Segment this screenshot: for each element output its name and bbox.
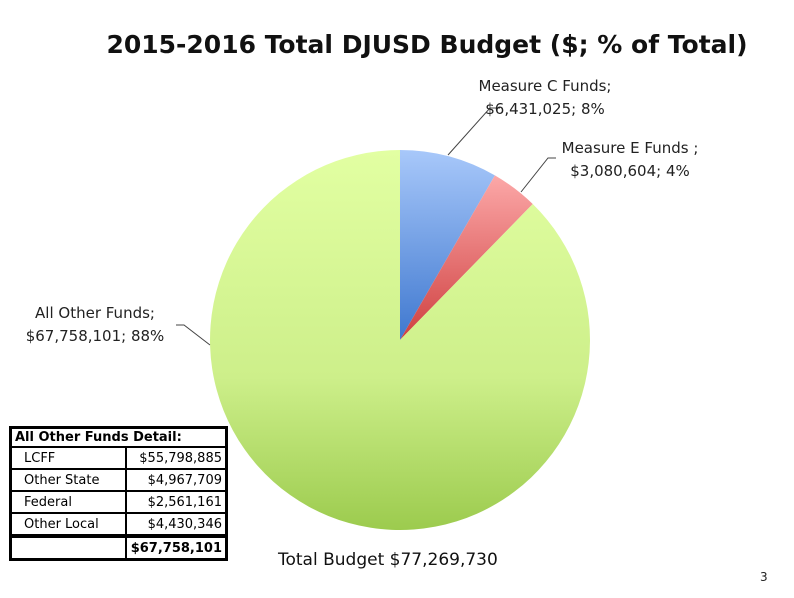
row-value: $4,967,709 xyxy=(125,468,228,492)
label-measure-e: Measure E Funds ; $3,080,604; 4% xyxy=(550,137,710,183)
slice-value: $67,758,101; 88% xyxy=(25,327,165,345)
row-value: $2,561,161 xyxy=(125,490,228,514)
total-row: $67,758,101 xyxy=(9,534,228,561)
empty-cell xyxy=(9,534,127,561)
chart-title: 2015-2016 Total DJUSD Budget ($; % of To… xyxy=(106,30,748,59)
row-value: $55,798,885 xyxy=(125,446,228,470)
pie-slice-2 xyxy=(209,150,590,530)
slice-name: All Other Funds; xyxy=(35,304,155,322)
detail-table: All Other Funds Detail: LCFF $55,798,885 … xyxy=(9,426,228,561)
detail-header: All Other Funds Detail: xyxy=(9,426,228,448)
slice-value: $3,080,604; 4% xyxy=(570,162,690,180)
slice-name: Measure C Funds; xyxy=(478,77,612,95)
slice-value: $6,431,025; 8% xyxy=(485,100,605,118)
slice-name: Measure E Funds ; xyxy=(561,139,699,157)
pie-slice-1 xyxy=(400,175,533,340)
table-row: Other State $4,967,709 xyxy=(9,468,228,492)
leader-line-measure-e xyxy=(520,157,556,193)
row-label: Other Local xyxy=(9,512,127,537)
total-value: $67,758,101 xyxy=(125,534,228,561)
leader-line-measure-c xyxy=(447,107,500,156)
label-measure-c: Measure C Funds; $6,431,025; 8% xyxy=(470,75,620,121)
leader-line-other xyxy=(176,324,211,346)
row-value: $4,430,346 xyxy=(125,512,228,537)
page-number: 3 xyxy=(760,570,768,584)
row-label: Other State xyxy=(9,468,127,492)
row-label: LCFF xyxy=(9,446,127,470)
total-budget-label: Total Budget $77,269,730 xyxy=(278,550,498,570)
table-row: Other Local $4,430,346 xyxy=(9,512,228,537)
pie-slice-0 xyxy=(400,150,495,340)
table-row: Federal $2,561,161 xyxy=(9,490,228,514)
row-label: Federal xyxy=(9,490,127,514)
table-row: LCFF $55,798,885 xyxy=(9,446,228,470)
label-all-other: All Other Funds; $67,758,101; 88% xyxy=(10,302,180,348)
